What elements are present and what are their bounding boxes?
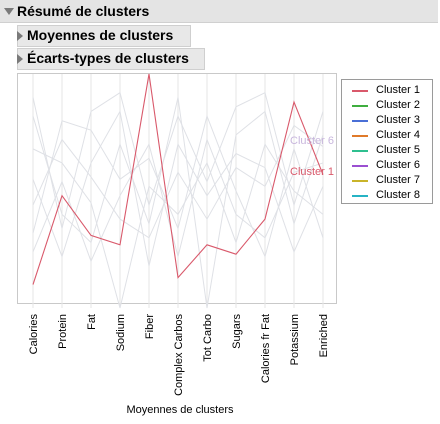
cluster-summary-header[interactable]: Résumé de clusters [0, 0, 438, 23]
series-line-cluster-3[interactable] [32, 142, 324, 309]
section-title: Écarts-types de clusters [27, 50, 189, 66]
x-axis-title: Moyennes de clusters [126, 404, 234, 416]
section-title: Moyennes de clusters [27, 27, 174, 43]
cluster-means-section[interactable]: Moyennes de clusters [17, 25, 191, 47]
legend-label: Cluster 2 [376, 99, 421, 111]
series-line-cluster-1[interactable] [32, 73, 324, 285]
cluster-stddev-section[interactable]: Écarts-types de clusters [17, 48, 205, 70]
legend[interactable]: Cluster 1 Cluster 2 Cluster 3 Cluster 4 Clus… [341, 79, 433, 204]
expand-triangle-icon[interactable] [17, 54, 23, 64]
series-line-cluster-8[interactable] [32, 91, 324, 229]
x-tick-label: Sodium [115, 314, 127, 351]
page-title: Résumé de clusters [17, 3, 150, 19]
collapse-triangle-icon[interactable] [4, 8, 14, 15]
series-line-cluster-4[interactable] [32, 114, 324, 259]
x-tick-label: Sugars [231, 314, 243, 349]
x-tick-label: Calories fr Fat [260, 314, 272, 383]
legend-label: Cluster 6 [376, 159, 421, 171]
legend-label: Cluster 5 [376, 144, 421, 156]
legend-swatch [352, 195, 368, 197]
x-tick-label: Enriched [318, 314, 330, 357]
x-tick-label: Fiber [144, 314, 156, 339]
legend-swatch [352, 150, 368, 152]
legend-swatch [352, 105, 368, 107]
legend-swatch [352, 90, 368, 92]
series-line-cluster-5[interactable] [32, 97, 324, 309]
series-line-cluster-7[interactable] [32, 137, 324, 263]
series-line-cluster-2[interactable] [32, 109, 324, 266]
x-tick-label: Tot Carbo [202, 314, 214, 362]
x-tick-label: Fat [86, 314, 98, 330]
series-annotation: Cluster 6 [290, 135, 334, 147]
series-line-cluster-6[interactable] [32, 124, 324, 239]
series-annotation: Cluster 1 [290, 166, 334, 178]
legend-swatch [352, 165, 368, 167]
legend-swatch [352, 120, 368, 122]
x-tick-label: Complex Carbos [173, 314, 185, 396]
x-tick-label: Protein [57, 314, 69, 349]
legend-label: Cluster 3 [376, 114, 421, 126]
legend-swatch [352, 180, 368, 182]
expand-triangle-icon[interactable] [17, 31, 23, 41]
x-tick-label: Potassium [289, 314, 301, 365]
legend-label: Cluster 8 [376, 189, 421, 201]
legend-label: Cluster 4 [376, 129, 421, 141]
x-tick-label: Calories [28, 314, 40, 355]
legend-label: Cluster 7 [376, 174, 421, 186]
legend-swatch [352, 135, 368, 137]
legend-label: Cluster 1 [376, 84, 421, 96]
